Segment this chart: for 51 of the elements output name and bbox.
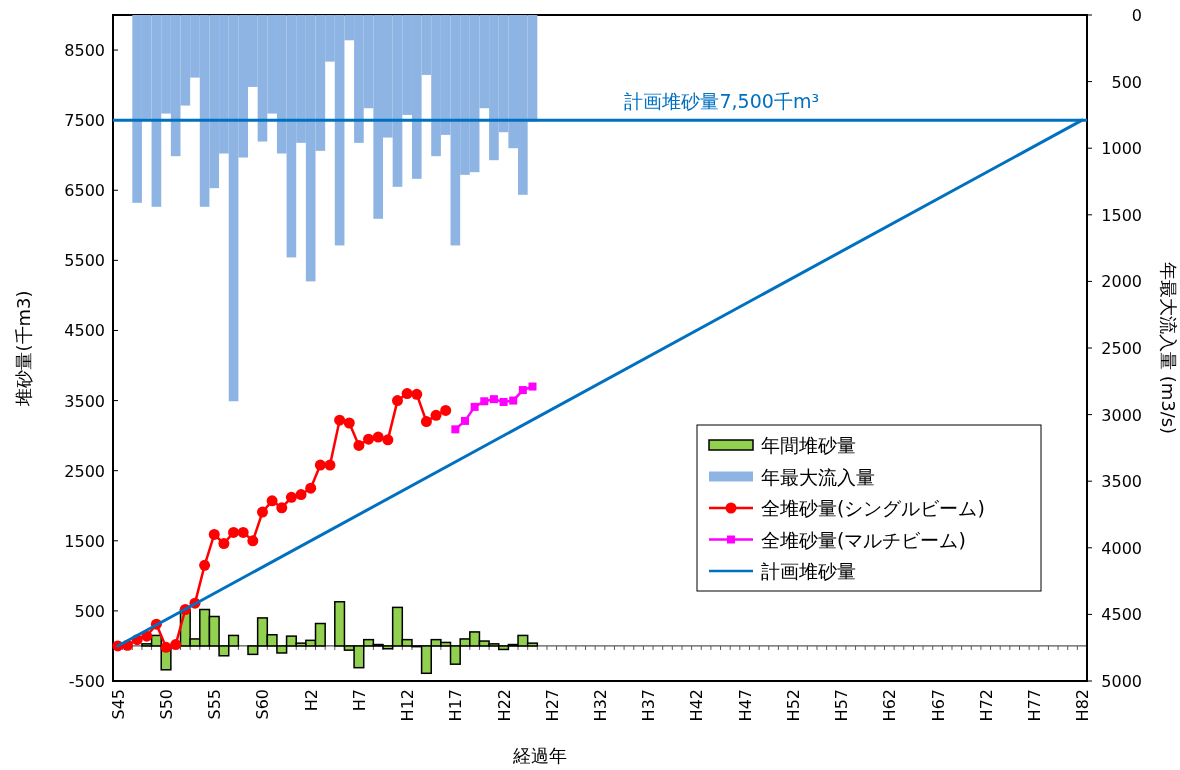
x-tick-label: H17 [446, 689, 466, 722]
x-tick-label: S45 [108, 689, 128, 720]
legend-label: 年最大流入量 [761, 465, 875, 488]
legend-label: 全堆砂量(シングルビーム) [761, 497, 985, 519]
x-tick-label: H27 [542, 689, 562, 722]
y-tick-label: 4500 [64, 321, 105, 341]
x-tick-label: H2 [301, 689, 321, 712]
x-tick-label: H67 [928, 689, 948, 722]
x-tick-label: H32 [591, 689, 610, 722]
y-tick-label: 1500 [64, 531, 105, 551]
x-tick-label: H77 [1024, 689, 1044, 722]
y2-tick-label: 1500 [1101, 205, 1142, 225]
y-tick-label: 6500 [64, 181, 105, 201]
x-tick-label: S60 [253, 689, 273, 720]
y-tick-label: 5500 [64, 251, 105, 271]
x-axis-title: 経過年 [512, 745, 567, 766]
y2-tick-label: 5000 [1101, 672, 1142, 691]
x-tick-label: S55 [205, 689, 225, 720]
x-tick-label: H82 [1073, 689, 1093, 722]
y2-tick-label: 2500 [1101, 339, 1142, 358]
y2-tick-label: 500 [1111, 72, 1142, 92]
y-tick-label: 500 [74, 601, 105, 621]
x-tick-label: H7 [349, 689, 369, 712]
x-tick-label: H72 [976, 689, 996, 722]
x-tick-label: S50 [157, 689, 177, 720]
y2-tick-label: 2000 [1101, 272, 1142, 292]
ref-line-label: 計画堆砂量7,500千m³ [624, 90, 820, 113]
y2-tick-label: 1000 [1101, 139, 1142, 159]
y2-tick-label: 3000 [1101, 405, 1142, 425]
x-tick-label: H47 [735, 689, 755, 722]
y-tick-label: 8500 [64, 41, 105, 61]
legend-label: 年間堆砂量 [761, 434, 856, 456]
y2-tick-label: 4000 [1101, 538, 1142, 558]
y2-tick-label: 0 [1131, 6, 1142, 25]
y-tick-label: 3500 [64, 391, 105, 411]
y-tick-label: 7500 [64, 111, 105, 131]
y-tick-label: -500 [68, 672, 105, 691]
x-tick-label: H12 [398, 689, 418, 722]
y-axis-title: 堆砂量(千m3) [13, 290, 34, 407]
y2-axis-title: 年最大流入量 (m3/s) [1158, 261, 1179, 435]
x-tick-label: H57 [832, 689, 852, 722]
y2-tick-label: 4500 [1101, 605, 1142, 625]
x-tick-label: H22 [494, 689, 514, 722]
x-tick-label: H42 [687, 689, 707, 722]
y-tick-label: 2500 [64, 461, 105, 481]
x-tick-label: H62 [880, 689, 900, 722]
y2-tick-label: 3500 [1101, 472, 1142, 492]
x-tick-label: H52 [783, 689, 803, 722]
legend-label: 計画堆砂量 [761, 560, 856, 582]
legend-label: 全堆砂量(マルチビーム) [761, 528, 966, 551]
x-tick-label: H37 [639, 689, 659, 722]
